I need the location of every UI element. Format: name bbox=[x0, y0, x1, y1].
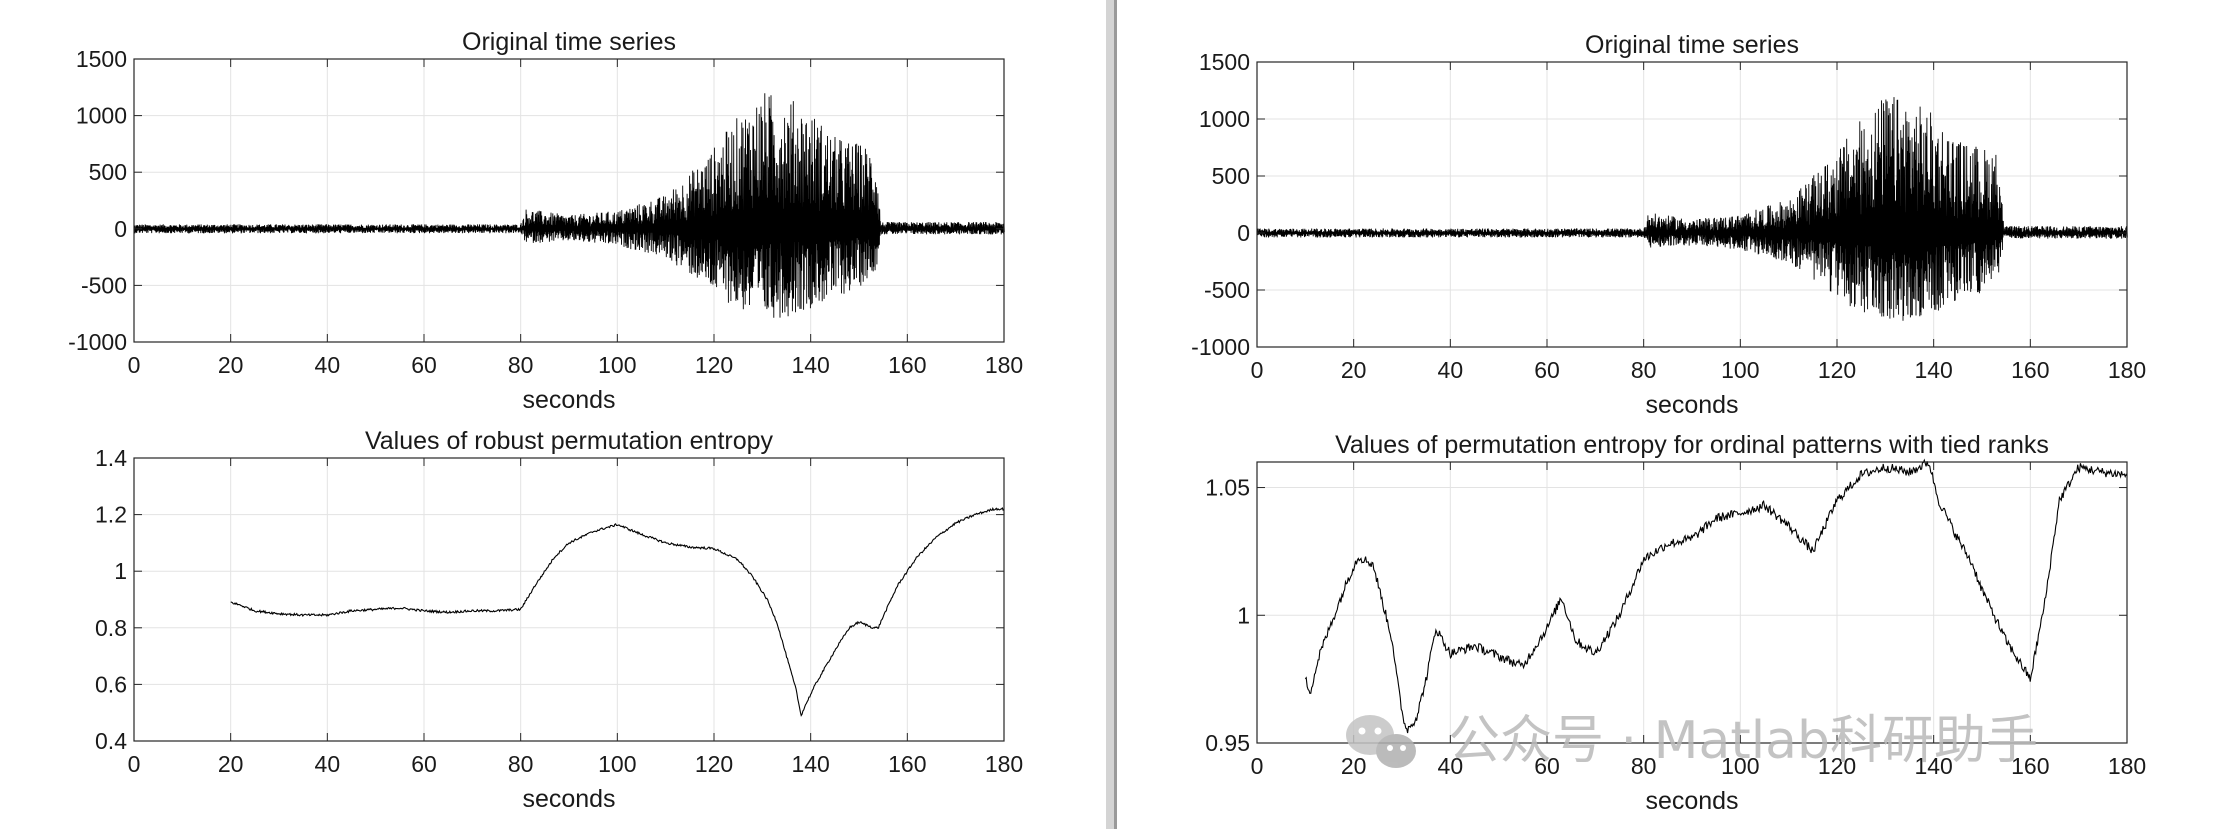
watermark: 公众号 · Matlab科研助手 bbox=[1346, 711, 2038, 771]
x-tick-label: 100 bbox=[598, 352, 636, 378]
y-tick-label: -1000 bbox=[1191, 334, 1250, 360]
x-tick-label: 80 bbox=[508, 352, 534, 378]
x-tick-label: 160 bbox=[888, 751, 926, 777]
y-tick-label: 0.6 bbox=[95, 671, 127, 697]
x-tick-label: 80 bbox=[508, 751, 534, 777]
x-tick-label: 0 bbox=[128, 751, 141, 777]
x-tick-label: 100 bbox=[598, 751, 636, 777]
x-tick-label: 80 bbox=[1631, 753, 1657, 779]
y-tick-label: 1500 bbox=[1199, 49, 1250, 75]
x-tick-label: 60 bbox=[1534, 753, 1560, 779]
x-tick-label: 140 bbox=[1914, 753, 1952, 779]
x-tick-label: 140 bbox=[1914, 357, 1952, 383]
page-divider-line bbox=[1114, 0, 1117, 829]
axes-box bbox=[133, 457, 1005, 742]
x-tick-label: 0 bbox=[1251, 357, 1264, 383]
watermark-text: 公众号 · Matlab科研助手 bbox=[1448, 711, 2038, 771]
x-tick-label: 120 bbox=[1818, 357, 1856, 383]
x-tick-label: 20 bbox=[1341, 357, 1367, 383]
x-tick-label: 140 bbox=[791, 751, 829, 777]
chart-right-bottom: 0 20 40 60 80 100 120 140 160 180 0.95 1 1.05 Values … bbox=[1205, 431, 2146, 815]
x-tick-label: 120 bbox=[695, 751, 733, 777]
series-line-0 bbox=[133, 93, 1005, 318]
x-tick-label: 180 bbox=[2108, 357, 2146, 383]
chart-title: Original time series bbox=[1585, 31, 1799, 59]
x-tick-label: 100 bbox=[1721, 357, 1759, 383]
axes-box bbox=[1256, 461, 2128, 744]
chart-title: Original time series bbox=[462, 28, 676, 56]
chart-title: Values of permutation entropy for ordina… bbox=[1335, 431, 2049, 459]
x-tick-label: 20 bbox=[218, 751, 244, 777]
y-tick-label: -500 bbox=[1204, 277, 1250, 303]
x-tick-label: 120 bbox=[1818, 753, 1856, 779]
page-divider-shadow bbox=[1106, 0, 1116, 829]
x-tick-label: 20 bbox=[1341, 753, 1367, 779]
y-tick-label: 1.4 bbox=[95, 445, 127, 471]
y-tick-label: -500 bbox=[81, 272, 127, 298]
x-tick-label: 100 bbox=[1721, 753, 1759, 779]
x-tick-label: 20 bbox=[218, 352, 244, 378]
y-tick-label: 500 bbox=[1212, 163, 1250, 189]
x-tick-label: 60 bbox=[411, 352, 437, 378]
x-axis-label: seconds bbox=[522, 386, 615, 414]
wechat-icon bbox=[1346, 715, 1416, 768]
y-tick-label: -1000 bbox=[68, 329, 127, 355]
series-line-0 bbox=[1304, 458, 2128, 734]
y-tick-label: 1.2 bbox=[95, 502, 127, 528]
y-tick-label: 1000 bbox=[76, 103, 127, 129]
y-tick-label: 0.4 bbox=[95, 728, 127, 754]
plot-area bbox=[134, 458, 1004, 741]
x-tick-label: 40 bbox=[315, 352, 341, 378]
x-tick-label: 0 bbox=[1251, 753, 1264, 779]
x-tick-label: 160 bbox=[2011, 753, 2049, 779]
x-tick-label: 80 bbox=[1631, 357, 1657, 383]
x-tick-label: 60 bbox=[1534, 357, 1560, 383]
x-tick-label: 0 bbox=[128, 352, 141, 378]
y-tick-label: 500 bbox=[89, 159, 127, 185]
x-tick-label: 40 bbox=[1438, 357, 1464, 383]
y-tick-label: 1000 bbox=[1199, 106, 1250, 132]
x-tick-label: 140 bbox=[791, 352, 829, 378]
chart-left-top: 0 20 40 60 80 100 120 140 160 180 -1000 -500 0 500 100… bbox=[68, 28, 1023, 414]
y-tick-label: 0 bbox=[114, 216, 127, 242]
series-line-0 bbox=[1256, 97, 2128, 321]
x-axis-label: seconds bbox=[1645, 391, 1738, 419]
x-tick-label: 180 bbox=[985, 352, 1023, 378]
y-tick-label: 1.05 bbox=[1205, 475, 1250, 501]
chart-right-top: 0 20 40 60 80 100 120 140 160 180 -1000 -500 0 500 100… bbox=[1191, 31, 2146, 419]
x-tick-label: 120 bbox=[695, 352, 733, 378]
x-tick-label: 180 bbox=[2108, 753, 2146, 779]
plot-area bbox=[134, 59, 1004, 342]
x-axis-label: seconds bbox=[522, 785, 615, 813]
axes-box bbox=[1256, 61, 2128, 348]
y-tick-label: 1 bbox=[1237, 602, 1250, 628]
y-tick-label: 1 bbox=[114, 558, 127, 584]
y-tick-label: 0 bbox=[1237, 220, 1250, 246]
x-tick-label: 160 bbox=[2011, 357, 2049, 383]
x-axis-label: seconds bbox=[1645, 787, 1738, 815]
y-tick-label: 1500 bbox=[76, 46, 127, 72]
chart-left-bottom: 0 20 40 60 80 100 120 140 160 180 0.4 0.6 0.8 1 1.2 1.4… bbox=[95, 427, 1023, 813]
x-tick-label: 40 bbox=[1438, 753, 1464, 779]
axes-box bbox=[133, 58, 1005, 343]
x-tick-label: 60 bbox=[411, 751, 437, 777]
y-tick-label: 0.8 bbox=[95, 615, 127, 641]
series-line-0 bbox=[230, 506, 1005, 717]
x-tick-label: 180 bbox=[985, 751, 1023, 777]
chart-title: Values of robust permutation entropy bbox=[365, 427, 774, 455]
y-tick-label: 0.95 bbox=[1205, 730, 1250, 756]
plot-area bbox=[1257, 462, 2127, 743]
x-tick-label: 160 bbox=[888, 352, 926, 378]
x-tick-label: 40 bbox=[315, 751, 341, 777]
